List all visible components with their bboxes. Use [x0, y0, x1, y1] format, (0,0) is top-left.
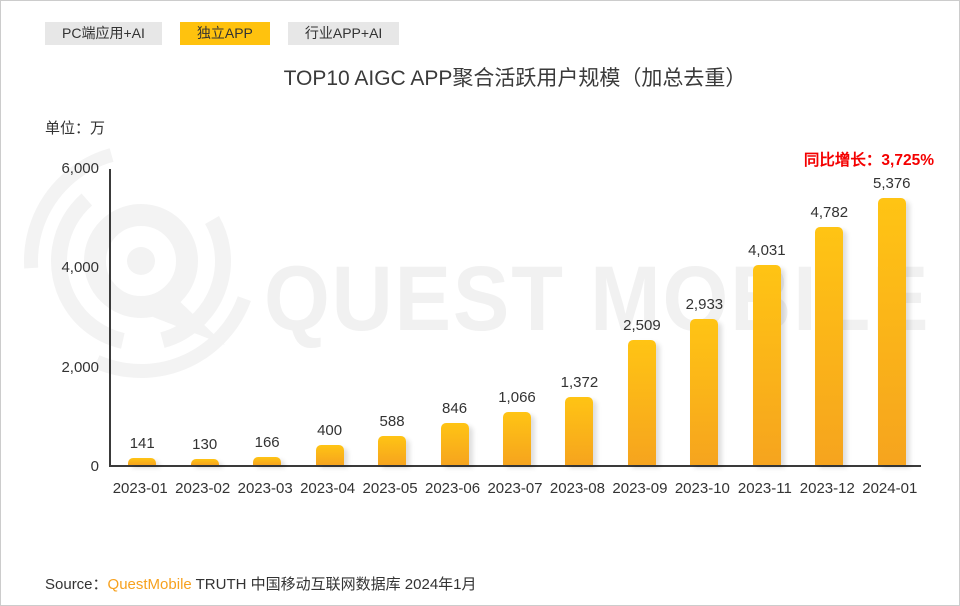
x-axis-labels: 2023-01 2023-02 2023-03 2023-04 2023-05 2023-… — [109, 480, 921, 500]
bar — [315, 445, 344, 465]
bar — [877, 198, 906, 465]
bar-value-label: 1,066 — [498, 389, 536, 406]
tab-3[interactable]: 行业APP+AI — [287, 22, 400, 45]
bar — [128, 458, 157, 465]
y-axis-tick-label: 4,000 — [61, 259, 99, 277]
x-axis-tick-label: 2023-04 — [300, 480, 356, 497]
bar-value-label: 2,933 — [685, 296, 724, 313]
bar-value-label: 588 — [379, 413, 405, 430]
y-axis-tick-label: 2,000 — [61, 358, 99, 376]
bar-value-label: 130 — [192, 436, 218, 453]
y-axis-tick-label: 6,000 — [61, 160, 99, 177]
tab-1[interactable]: PC端应用+AI — [45, 22, 162, 45]
x-axis-tick-label: 2023-06 — [425, 480, 481, 497]
growth-label: 同比增长： — [803, 152, 882, 169]
y-axis-tick-label: 0 — [90, 458, 99, 475]
unit-label: 单位：万 — [45, 120, 106, 137]
x-axis-tick-label: 2024-01 — [862, 480, 918, 497]
bar — [627, 340, 656, 465]
bar — [815, 227, 844, 465]
bar — [752, 265, 781, 465]
x-axis-tick-label: 2023-05 — [362, 480, 418, 497]
bar-value-label: 5,376 — [872, 175, 911, 192]
x-axis-tick-label: 2023-11 — [737, 480, 792, 497]
bar-value-label: 846 — [442, 400, 468, 417]
questmobile-logo-watermark-icon — [21, 141, 271, 396]
plot-area: 141 130 166 400 588 846 1,066 1,372 2,509 2,933 4,… — [109, 169, 921, 467]
bar — [253, 457, 282, 465]
growth-value: 3,725% — [881, 152, 934, 169]
x-axis-tick-label: 2023-07 — [487, 480, 543, 497]
bar — [503, 412, 531, 465]
bar-value-label: 1,372 — [560, 374, 599, 391]
x-axis-tick-label: 2023-12 — [799, 480, 855, 497]
y-axis-labels: 0 2,000 4,000 6,000 — [29, 1, 99, 605]
source-brand: QuestMobile — [107, 576, 192, 593]
x-axis-tick-label: 2023-10 — [674, 480, 730, 497]
bar-value-label: 2,509 — [623, 317, 661, 334]
bar — [190, 459, 219, 465]
source-suffix: TRUTH 中国移动互联网数据库 2024年1月 — [191, 576, 477, 593]
x-axis-tick-label: 2023-03 — [237, 480, 293, 497]
tab-bar: PC端应用+AI 独立APP 行业APP+AI — [45, 22, 400, 45]
growth-annotation: 同比增长：3,725% — [804, 148, 934, 170]
x-axis-tick-label: 2023-09 — [612, 480, 668, 497]
x-axis-tick-label: 2023-01 — [112, 480, 168, 497]
source-prefix: Source： — [45, 576, 108, 593]
bar — [378, 436, 407, 465]
x-axis-tick-label: 2023-02 — [175, 480, 231, 497]
bar-value-label: 4,782 — [810, 204, 849, 221]
tab-2-active[interactable]: 独立APP — [179, 22, 270, 45]
x-axis-tick-label: 2023-08 — [549, 480, 605, 497]
bar — [565, 397, 594, 465]
bar-value-label: 4,031 — [748, 242, 786, 259]
bar-value-label: 166 — [254, 434, 280, 451]
bar — [440, 423, 469, 465]
chart-title: TOP10 AIGC APP聚合活跃用户规模（加总去重） — [283, 67, 747, 90]
bar — [690, 319, 719, 465]
bar-value-label: 400 — [317, 422, 343, 439]
source-line: Source：QuestMobile TRUTH 中国移动互联网数据库 2024… — [45, 573, 477, 594]
bar-value-label: 141 — [129, 435, 155, 452]
